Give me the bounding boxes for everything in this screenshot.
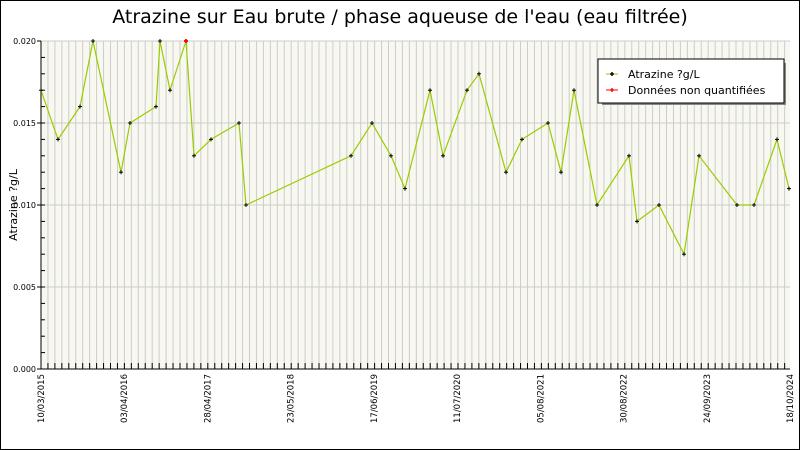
x-tick-label: 11/07/2020 <box>453 374 463 423</box>
x-tick-label: 17/06/2019 <box>370 374 380 423</box>
y-tick-label: 0.000 <box>13 365 36 374</box>
x-tick-label: 03/04/2016 <box>120 374 130 423</box>
x-tick-label: 10/03/2015 <box>37 374 47 423</box>
y-axis-label: Atrazine ?g/L <box>7 168 20 241</box>
x-tick-label: 23/05/2018 <box>287 374 297 423</box>
x-tick-label: 28/04/2017 <box>203 374 213 423</box>
legend-label: Atrazine ?g/L <box>628 68 701 81</box>
x-tick-label: 18/10/2024 <box>786 374 796 423</box>
y-tick-label: 0.020 <box>13 37 36 46</box>
y-tick-label: 0.010 <box>13 201 36 210</box>
x-tick-label: 30/08/2022 <box>620 374 630 423</box>
chart-title: Atrazine sur Eau brute / phase aqueuse d… <box>112 6 688 28</box>
x-axis: 10/03/2015 03/04/2016 28/04/2017 23/05/2018… <box>37 363 796 423</box>
y-axis: 0.000 0.005 0.010 0.015 0.020 <box>13 37 790 374</box>
legend: Atrazine ?g/L Données non quantifiées <box>597 58 786 105</box>
y-tick-label: 0.015 <box>13 119 36 128</box>
x-tick-label: 24/09/2023 <box>703 374 713 423</box>
y-tick-label: 0.005 <box>13 283 36 292</box>
data-markers <box>39 39 791 257</box>
legend-label: Données non quantifiées <box>628 84 766 97</box>
x-tick-label: 05/08/2021 <box>536 374 546 423</box>
